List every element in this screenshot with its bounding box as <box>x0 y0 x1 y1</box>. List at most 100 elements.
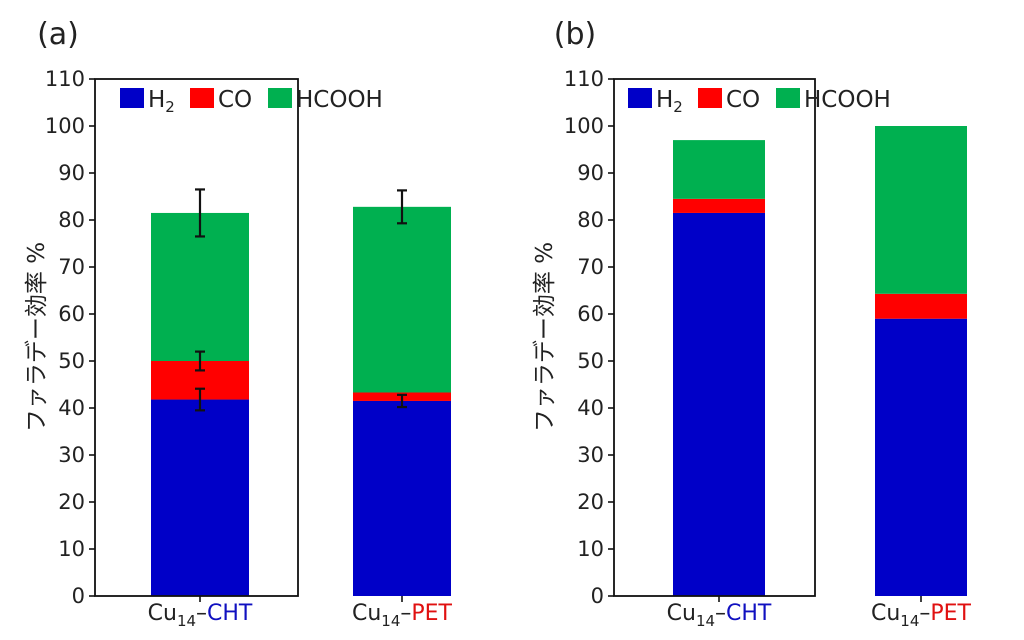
y-axis-label: ファラデー効率 % <box>532 242 558 432</box>
y-tick-label: 90 <box>58 161 85 185</box>
y-tick-label: 30 <box>58 443 85 467</box>
bar-segment-h2 <box>151 399 249 596</box>
bar-stack-cht <box>151 188 249 596</box>
bar-segment-hcooh <box>151 212 249 361</box>
x-label-subscript: 14 <box>177 612 196 630</box>
legend-item-hcooh: HCOOH <box>776 87 891 113</box>
x-label-base: Cu <box>871 601 900 626</box>
legend-item-h2: H2 <box>628 87 683 116</box>
legend-swatch <box>120 88 144 108</box>
plot-frame <box>613 78 816 597</box>
y-axis-label: ファラデー効率 % <box>24 242 50 432</box>
x-label-subscript: 14 <box>696 612 715 630</box>
y-tick-label: 50 <box>577 349 604 373</box>
legend-label: CO <box>726 87 760 113</box>
x-label-subscript: 14 <box>900 612 919 630</box>
legend-label: H2 <box>656 87 683 116</box>
bar-segment-h2 <box>673 212 765 596</box>
x-label-ligand: PET <box>411 601 452 626</box>
bar-segment-h2 <box>353 400 451 596</box>
bar-stack-pet <box>353 189 451 596</box>
y-tick-label: 0 <box>72 584 85 608</box>
bar-segment-hcooh <box>353 206 451 393</box>
x-label-base: Cu <box>352 601 381 626</box>
legend-label: HCOOH <box>804 87 891 113</box>
legend-label-main: CO <box>726 87 760 113</box>
legend: H2 CO HCOOH <box>628 87 891 116</box>
legend-swatch <box>776 88 800 108</box>
legend-label-subscript: 2 <box>165 98 175 116</box>
x-label-ligand: CHT <box>726 601 772 626</box>
bar-segment-h2 <box>875 318 967 596</box>
plot-frame <box>94 78 299 597</box>
legend-label-main: H <box>148 87 165 113</box>
y-tick-label: 30 <box>577 443 604 467</box>
error-bar <box>195 188 205 238</box>
y-tick-label: 60 <box>577 302 604 326</box>
error-bar <box>397 393 407 409</box>
panel-a: (a)ファラデー効率 %0102030405060708090100110Cu1… <box>24 17 453 630</box>
panel-label: (a) <box>37 17 79 52</box>
x-label-ligand: PET <box>930 601 971 626</box>
error-bar <box>195 350 205 372</box>
x-label-dash: – <box>196 601 207 626</box>
x-tick-label: Cu14–CHT <box>148 601 253 630</box>
y-tick-label: 100 <box>45 114 85 138</box>
legend-item-hcooh: HCOOH <box>268 87 383 113</box>
legend-swatch <box>698 88 722 108</box>
y-tick-label: 20 <box>58 490 85 514</box>
y-tick-label: 20 <box>577 490 604 514</box>
legend-swatch <box>268 88 292 108</box>
legend-swatch <box>190 88 214 108</box>
bar-segment-hcooh <box>875 126 967 294</box>
x-tick-label: Cu14–PET <box>871 601 972 630</box>
y-tick-label: 110 <box>45 67 85 91</box>
error-bar <box>195 387 205 412</box>
y-tick-label: 0 <box>591 584 604 608</box>
legend-label-subscript: 2 <box>673 98 683 116</box>
bar-segment-co <box>875 293 967 319</box>
panel-label: (b) <box>554 17 596 52</box>
y-tick-label: 70 <box>58 255 85 279</box>
legend-label-main: HCOOH <box>296 87 383 113</box>
bar-stack-pet <box>875 126 967 596</box>
legend-label-main: H <box>656 87 673 113</box>
x-label-dash: – <box>919 601 930 626</box>
y-tick-label: 100 <box>564 114 604 138</box>
x-label-base: Cu <box>667 601 696 626</box>
legend-item-h2: H2 <box>120 87 175 116</box>
y-tick-label: 60 <box>58 302 85 326</box>
error-bar <box>397 189 407 225</box>
legend-item-co: CO <box>190 87 252 113</box>
y-tick-label: 70 <box>577 255 604 279</box>
legend-label: HCOOH <box>296 87 383 113</box>
x-label-base: Cu <box>148 601 177 626</box>
x-label-ligand: CHT <box>207 601 253 626</box>
y-tick-label: 10 <box>58 537 85 561</box>
panel-b: (b)ファラデー効率 %0102030405060708090100110Cu1… <box>532 17 972 630</box>
y-tick-label: 10 <box>577 537 604 561</box>
bar-segment-hcooh <box>673 140 765 199</box>
y-tick-label: 110 <box>564 67 604 91</box>
bar-stack-cht <box>673 140 765 596</box>
y-tick-label: 50 <box>58 349 85 373</box>
legend-label: CO <box>218 87 252 113</box>
y-tick-label: 90 <box>577 161 604 185</box>
x-label-dash: – <box>400 601 411 626</box>
bar-segment-co <box>673 198 765 213</box>
y-tick-label: 80 <box>58 208 85 232</box>
legend-item-co: CO <box>698 87 760 113</box>
y-tick-label: 40 <box>58 396 85 420</box>
x-tick-label: Cu14–PET <box>352 601 453 630</box>
legend-label: H2 <box>148 87 175 116</box>
x-tick-label: Cu14–CHT <box>667 601 772 630</box>
y-tick-label: 40 <box>577 396 604 420</box>
legend-label-main: HCOOH <box>804 87 891 113</box>
legend: H2 CO HCOOH <box>120 87 383 116</box>
legend-label-main: CO <box>218 87 252 113</box>
y-tick-label: 80 <box>577 208 604 232</box>
legend-swatch <box>628 88 652 108</box>
x-label-dash: – <box>715 601 726 626</box>
x-label-subscript: 14 <box>381 612 400 630</box>
